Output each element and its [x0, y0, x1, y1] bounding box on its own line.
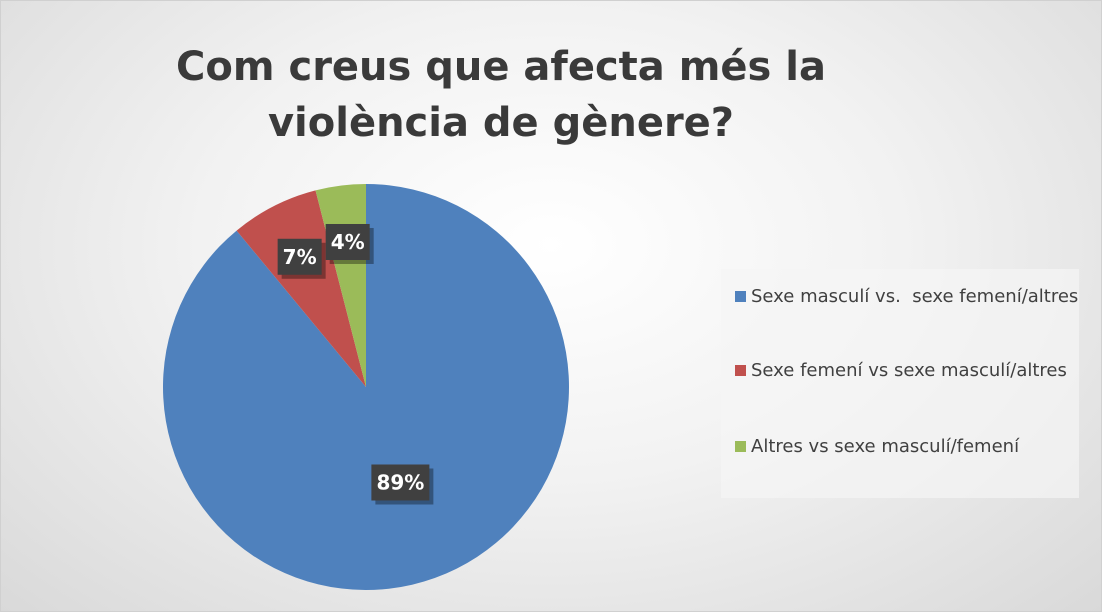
legend-label: Sexe masculí vs. sexe femení/altres	[751, 286, 1079, 307]
legend-label: Sexe femení vs sexe masculí/altres	[751, 360, 1067, 381]
legend-swatch	[735, 441, 746, 452]
pie-slice	[163, 184, 570, 590]
label-text: 7%	[283, 245, 317, 269]
data-label: 7%	[277, 238, 326, 279]
legend-entry: Altres vs sexe masculí/femení	[735, 433, 1091, 460]
legend-swatch	[735, 291, 746, 302]
label-text: 89%	[376, 470, 424, 494]
label-box	[325, 223, 370, 260]
legend-entry: Sexe femení vs sexe masculí/altres	[735, 357, 1091, 384]
data-label: 89%	[371, 464, 434, 505]
legend-entry: Sexe masculí vs. sexe femení/altres	[735, 283, 1091, 310]
label-text: 4%	[331, 230, 365, 254]
label-box	[371, 464, 430, 501]
data-label: 4%	[325, 223, 374, 264]
legend-label: Altres vs sexe masculí/femení	[751, 436, 1020, 457]
legend-swatch	[735, 365, 746, 376]
legend: Sexe masculí vs. sexe femení/altres Sexe …	[721, 269, 1079, 498]
label-box	[277, 238, 322, 275]
chart-title: Com creus que afecta més la violència de…	[176, 44, 826, 146]
pie-slice	[236, 190, 366, 387]
